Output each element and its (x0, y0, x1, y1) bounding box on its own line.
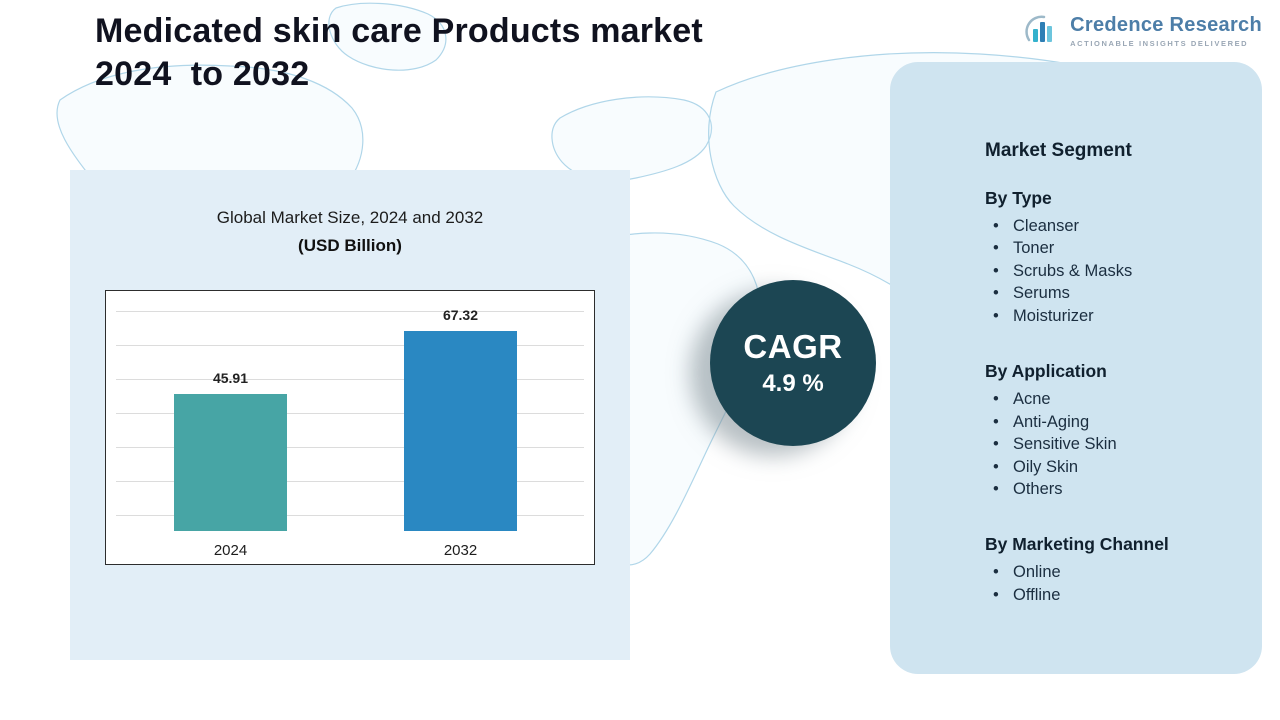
list-item: Oily Skin (985, 456, 1232, 479)
bar-rect-2032 (404, 331, 517, 531)
market-size-chart-panel: Global Market Size, 2024 and 2032 (USD B… (70, 170, 630, 660)
segment-group-title: By Application (985, 361, 1107, 382)
bar-chart: 45.91 2024 67.32 2032 (105, 290, 595, 565)
bar-value-label: 67.32 (442, 307, 479, 323)
segment-group-by-marketing-channel: By Marketing Channel Online Offline (985, 534, 1232, 606)
list-item: Scrubs & Masks (985, 260, 1232, 283)
list-item: Moisturizer (985, 305, 1232, 328)
segment-list: Cleanser Toner Scrubs & Masks Serums Moi… (985, 215, 1232, 328)
cagr-value: 4.9 % (762, 370, 824, 397)
bar-category-label: 2024 (213, 542, 248, 559)
list-item: Toner (985, 237, 1232, 260)
list-item: Online (985, 561, 1232, 584)
cagr-badge: CAGR 4.9 % (710, 280, 876, 446)
list-item: Offline (985, 584, 1232, 607)
chart-subtitle: (USD Billion) (298, 236, 402, 255)
logo-text: Credence Research Actionable Insights De… (1070, 14, 1262, 48)
bar-rect-2024 (174, 394, 287, 531)
cagr-label: CAGR (743, 328, 843, 365)
list-item: Others (985, 478, 1232, 501)
segment-group-by-application: By Application Acne Anti-Aging Sensitive… (985, 361, 1232, 501)
list-item: Anti-Aging (985, 411, 1232, 434)
chart-heading: Global Market Size, 2024 and 2032 (USD B… (70, 208, 630, 256)
segment-group-title: By Type (985, 188, 1052, 208)
segment-group-by-type: By Type Cleanser Toner Scrubs & Masks Se… (985, 188, 1232, 328)
list-item: Cleanser (985, 215, 1232, 238)
segments-heading: Market Segment (985, 140, 1132, 161)
logo-name: Credence Research (1070, 14, 1262, 36)
page-title: Medicated skin care Products market 2024… (95, 12, 703, 93)
bar-chart-logo-icon (1025, 15, 1053, 42)
bar-2024: 45.91 2024 (174, 370, 287, 559)
list-item: Sensitive Skin (985, 433, 1232, 456)
list-item: Serums (985, 282, 1232, 305)
segment-group-title: By Marketing Channel (985, 534, 1169, 555)
bar-category-label: 2032 (443, 542, 478, 559)
map-greenland (328, 2, 447, 71)
logo-tagline: Actionable Insights Delivered (1070, 39, 1249, 48)
chart-title: Global Market Size, 2024 and 2032 (216, 208, 484, 227)
segment-list: Online Offline (985, 561, 1232, 606)
map-europe (551, 96, 713, 182)
bar-2032: 67.32 2032 (404, 307, 517, 559)
credence-research-logo: Credence Research Actionable Insights De… (1024, 12, 1262, 50)
bar-value-label: 45.91 (212, 370, 249, 386)
market-segment-panel: Market Segment By Type Cleanser Toner Sc… (890, 62, 1262, 674)
list-item: Acne (985, 388, 1232, 411)
segment-list: Acne Anti-Aging Sensitive Skin Oily Skin… (985, 388, 1232, 501)
